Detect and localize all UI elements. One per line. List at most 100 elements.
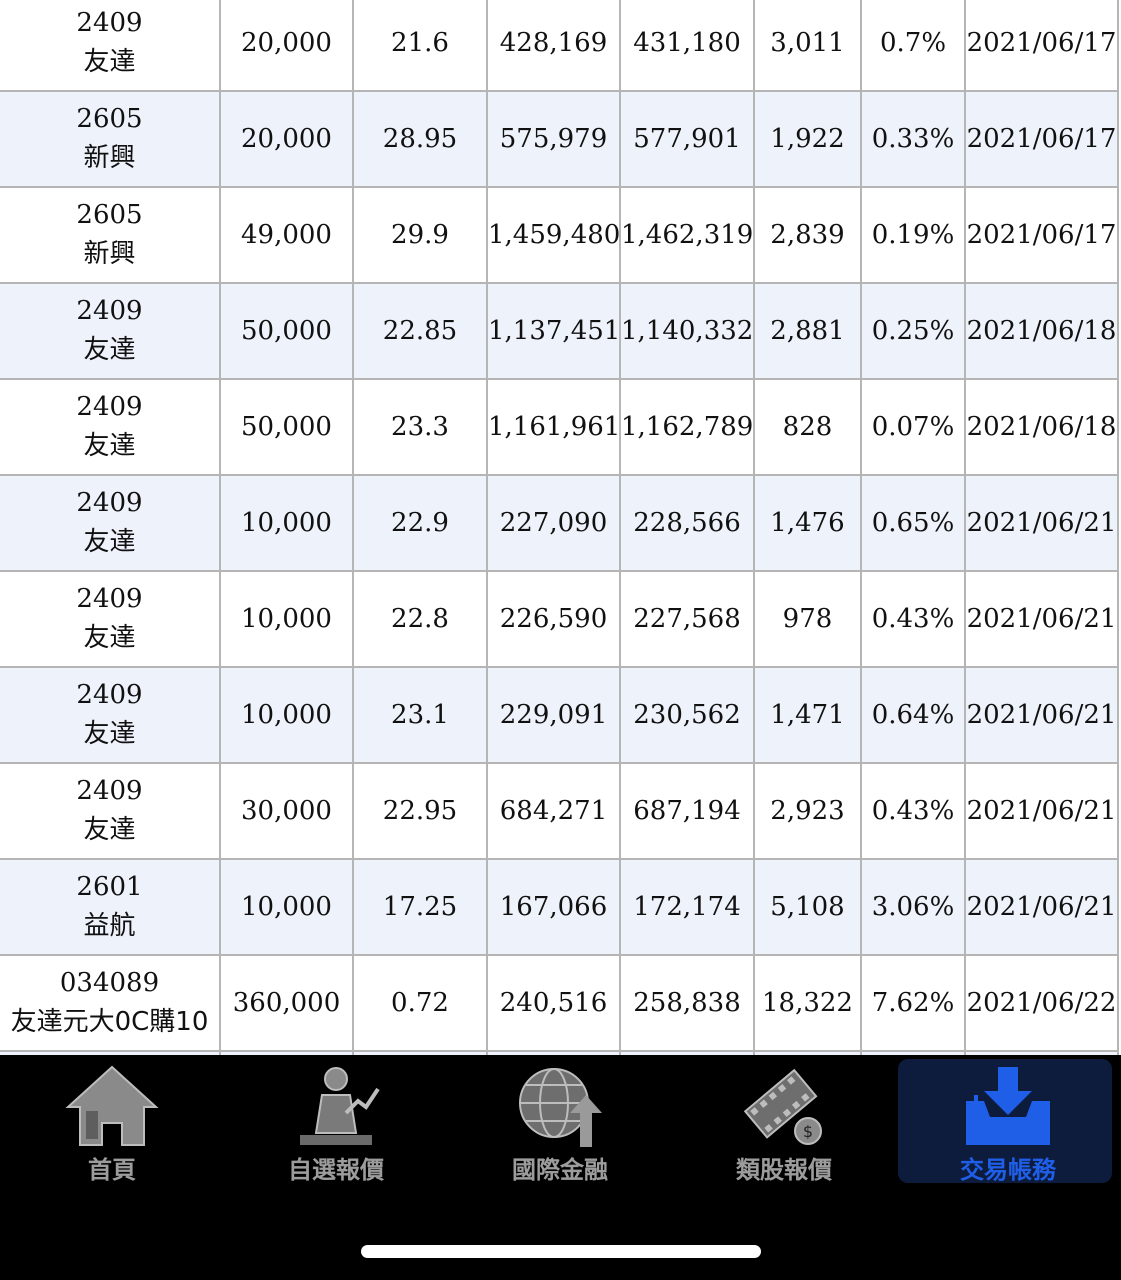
stock-cell[interactable]: 2605 新興: [0, 91, 221, 188]
table-row[interactable]: 2409 友達 50,000 23.3 1,161,961 1,162,789 828 0.0…: [0, 379, 1119, 476]
price-cell: 23.3: [353, 379, 488, 476]
tray-download-icon: [966, 1067, 1050, 1145]
price-cell: 23.1: [353, 667, 488, 764]
tab-trading-account[interactable]: 交易帳務: [896, 1055, 1120, 1184]
date-cell: 2021/06/21: [965, 571, 1119, 668]
stock-cell[interactable]: 2409 友達: [0, 571, 221, 668]
stock-name-link[interactable]: 友達: [83, 431, 136, 461]
stock-code-link[interactable]: 2409: [76, 8, 143, 38]
stock-cell[interactable]: 2601 益航: [0, 859, 221, 956]
profit-cell: [754, 1051, 862, 1055]
table-row[interactable]: 2409 友達 10,000 23.1 229,091 230,562 1,471 0.64%…: [0, 667, 1119, 764]
cost-cell: 240,516: [487, 955, 621, 1052]
cost-cell: 226,590: [487, 571, 621, 668]
market-value-cell: 1,162,789: [620, 379, 755, 476]
trade-table-container[interactable]: 2409 友達 20,000 21.6 428,169 431,180 3,011 0.7% 2…: [0, 0, 1121, 1055]
stock-cell[interactable]: 2409 友達: [0, 763, 221, 860]
stock-name-link[interactable]: 友達: [83, 719, 136, 749]
cost-cell: 229,091: [487, 667, 621, 764]
return-rate-cell: 0.19%: [861, 187, 966, 284]
table-row[interactable]: 2409 友達 20,000 21.6 428,169 431,180 3,011 0.7% 2…: [0, 0, 1119, 92]
tab-international-finance[interactable]: 國際金融: [448, 1055, 672, 1184]
return-rate-cell: 0.07%: [861, 379, 966, 476]
table-row[interactable]: 034089 友達元大0C購10 360,000 0.72 240,516 258,838…: [0, 955, 1119, 1052]
return-rate-cell: 0.25%: [861, 283, 966, 380]
stock-code-link[interactable]: 2409: [76, 776, 143, 806]
home-indicator[interactable]: [361, 1245, 761, 1258]
tab-watchlist-quotes[interactable]: 自選報價: [224, 1055, 448, 1184]
stock-code-link[interactable]: 2409: [76, 488, 143, 518]
stock-cell[interactable]: 2409 友達: [0, 475, 221, 572]
stock-name-link[interactable]: 友達: [83, 335, 136, 365]
stock-cell[interactable]: 2409 友達: [0, 283, 221, 380]
profit-cell: 3,011: [754, 0, 862, 92]
stock-code-link[interactable]: 2605: [76, 104, 143, 134]
stock-name-link[interactable]: 友達: [83, 47, 136, 77]
tab-home[interactable]: 首頁: [0, 1055, 224, 1184]
price-cell: 21.6: [353, 0, 488, 92]
stock-cell[interactable]: 2409 友達: [0, 379, 221, 476]
return-rate-cell: 0.43%: [861, 763, 966, 860]
tab-watchlist-quotes-label: 自選報價: [288, 1156, 384, 1184]
tab-sector-quotes[interactable]: $ 類股報價: [672, 1055, 896, 1184]
stock-cell[interactable]: 2409 友達: [0, 0, 221, 92]
stock-name-link[interactable]: 友達: [83, 815, 136, 845]
market-value-cell: 258,838: [620, 955, 755, 1052]
table-row[interactable]: 2601 益航 10,000 17.25 167,066 172,174 5,108 3.06…: [0, 859, 1119, 956]
stock-cell[interactable]: 034089 友達元大0C購10: [0, 955, 221, 1052]
date-cell: 2021/06/17: [965, 187, 1119, 284]
shares-cell: 10,000: [220, 667, 354, 764]
shares-cell: [220, 1051, 354, 1055]
market-value-cell: 230,562: [620, 667, 755, 764]
tab-international-finance-label: 國際金融: [512, 1156, 608, 1184]
cost-cell: 428,169: [487, 0, 621, 92]
table-row[interactable]: 2409 友達 10,000 22.8 226,590 227,568 978 0.43% 20…: [0, 571, 1119, 668]
price-cell: [353, 1051, 488, 1055]
stock-code-link[interactable]: 2605: [76, 200, 143, 230]
stock-code-link[interactable]: 2409: [76, 392, 143, 422]
date-cell: 2021/06/18: [965, 379, 1119, 476]
cost-cell: 684,271: [487, 763, 621, 860]
return-rate-cell: 0.64%: [861, 667, 966, 764]
stock-name-link[interactable]: 友達元大0C購10: [10, 1007, 209, 1037]
return-rate-cell: 0.43%: [861, 571, 966, 668]
date-cell: 2021/06/22: [965, 955, 1119, 1052]
cost-cell: 1,161,961: [487, 379, 621, 476]
stock-code-link[interactable]: 2409: [76, 584, 143, 614]
profit-cell: 1,471: [754, 667, 862, 764]
stock-name-link[interactable]: 友達: [83, 623, 136, 653]
stock-name-link[interactable]: 友達: [83, 527, 136, 557]
stock-code-link[interactable]: 2409: [76, 296, 143, 326]
bottom-tab-bar: 首頁 自選報價 國際金融: [0, 1055, 1121, 1280]
stock-cell[interactable]: [0, 1051, 221, 1055]
stock-cell[interactable]: 2409 友達: [0, 667, 221, 764]
table-row[interactable]: 2605 新興 20,000 28.95 575,979 577,901 1,922 0.33…: [0, 91, 1119, 188]
price-cell: 22.8: [353, 571, 488, 668]
stock-code-link[interactable]: 2601: [76, 872, 143, 902]
table-row[interactable]: [0, 1051, 1119, 1055]
return-rate-cell: 0.33%: [861, 91, 966, 188]
stock-name-link[interactable]: 益航: [83, 911, 136, 941]
date-cell: 2021/06/21: [965, 859, 1119, 956]
market-value-cell: 228,566: [620, 475, 755, 572]
stock-code-link[interactable]: 2409: [76, 680, 143, 710]
profit-cell: 1,922: [754, 91, 862, 188]
profit-cell: 978: [754, 571, 862, 668]
shares-cell: 20,000: [220, 0, 354, 92]
stock-name-link[interactable]: 新興: [83, 239, 136, 269]
date-cell: 2021/06/17: [965, 91, 1119, 188]
stock-name-link[interactable]: 新興: [83, 143, 136, 173]
shares-cell: 10,000: [220, 859, 354, 956]
table-row[interactable]: 2605 新興 49,000 29.9 1,459,480 1,462,319 2,839 0…: [0, 187, 1119, 284]
market-value-cell: 687,194: [620, 763, 755, 860]
table-row[interactable]: 2409 友達 30,000 22.95 684,271 687,194 2,923 0.43…: [0, 763, 1119, 860]
svg-text:$: $: [803, 1122, 813, 1141]
table-row[interactable]: 2409 友達 10,000 22.9 227,090 228,566 1,476 0.65%…: [0, 475, 1119, 572]
market-value-cell: 431,180: [620, 0, 755, 92]
shares-cell: 30,000: [220, 763, 354, 860]
shares-cell: 360,000: [220, 955, 354, 1052]
table-row[interactable]: 2409 友達 50,000 22.85 1,137,451 1,140,332 2,881…: [0, 283, 1119, 380]
stock-code-link[interactable]: 034089: [59, 968, 160, 998]
return-rate-cell: 0.7%: [861, 0, 966, 92]
stock-cell[interactable]: 2605 新興: [0, 187, 221, 284]
